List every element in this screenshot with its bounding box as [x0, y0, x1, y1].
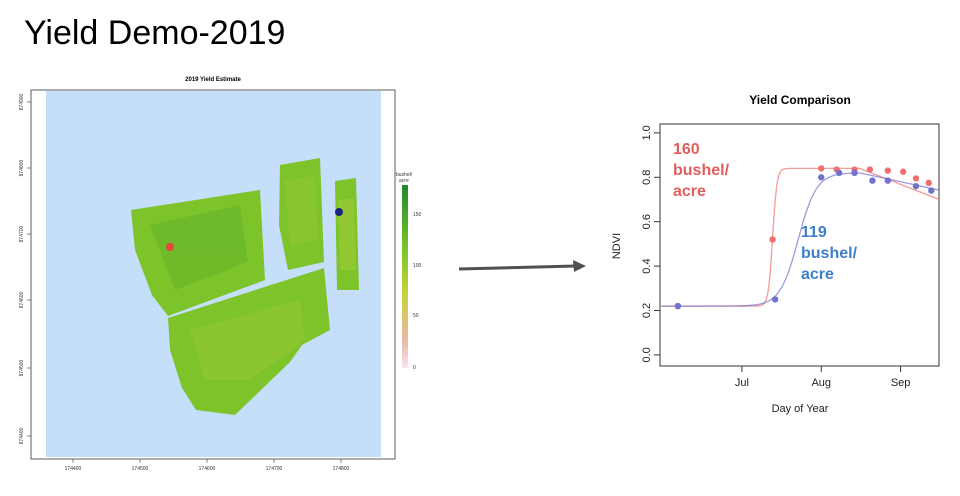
- texture-patch-2: [190, 300, 305, 380]
- data-point: [912, 182, 920, 190]
- data-point: [912, 175, 920, 182]
- y-tick-label: 0.2: [641, 303, 653, 318]
- annotation-low-value: 119: [801, 224, 827, 241]
- y-tick-label: 0.6: [641, 214, 653, 229]
- map-legend: bushel/ acre 150 100 50 0: [396, 172, 422, 371]
- field-northwest: [131, 190, 265, 316]
- plot-frame: [659, 123, 940, 367]
- map-x-tick-label: 174800: [333, 466, 350, 472]
- data-point: [769, 236, 776, 243]
- data-point: [851, 169, 858, 177]
- sample-marker-low-yield: [335, 208, 343, 216]
- field-east-strip: [335, 178, 359, 290]
- annotation-low-yield: 119 bushel/ acre: [801, 224, 858, 283]
- map-y-tick-label: 874800: [19, 159, 25, 176]
- map-y-tick-label: 874700: [19, 225, 25, 242]
- flow-arrow: [458, 260, 586, 272]
- map-x-tick-label: 174400: [65, 466, 82, 472]
- field-north-center: [279, 158, 324, 270]
- data-point: [866, 166, 874, 173]
- data-point: [925, 179, 932, 187]
- map-y-tick-label: 874400: [19, 427, 25, 444]
- legend-tick-label: 150: [413, 212, 422, 218]
- annotation-low-unit-line2: acre: [801, 266, 834, 283]
- x-axis-label: Day of Year: [772, 403, 829, 415]
- field-texture: [150, 176, 356, 380]
- data-point: [771, 296, 779, 303]
- legend-title-line2: acre: [399, 178, 409, 184]
- annotation-low-unit-line1: bushel/: [801, 245, 858, 262]
- map-y-tick-label: 874600: [19, 291, 25, 308]
- annotation-high-unit-line1: bushel/: [673, 162, 730, 179]
- data-point: [884, 177, 892, 184]
- legend-tick-label: 50: [413, 313, 419, 319]
- map-x-axis: 174400 174500 174600 174700 174800: [65, 459, 350, 472]
- yield-comparison-chart: Yield Comparison Day of Year NDVI Jul Aug…: [611, 93, 940, 415]
- map-y-tick-label: 874500: [19, 359, 25, 376]
- map-x-tick-label: 174700: [266, 466, 283, 472]
- y-tick-label: 0.8: [641, 170, 653, 185]
- data-point: [899, 168, 907, 175]
- arrow-shaft: [458, 264, 577, 271]
- arrow-head: [573, 260, 586, 272]
- map-y-axis: 874900 874800 874700 874600 874500 87440…: [19, 93, 31, 444]
- fit-curve: [661, 172, 940, 307]
- sample-marker-high-yield: [166, 243, 174, 251]
- legend-color-bar: [402, 185, 408, 368]
- map-y-tick-label: 874900: [19, 93, 25, 110]
- data-point: [818, 165, 825, 172]
- y-tick-label: 1.0: [641, 125, 653, 140]
- chart-points: [674, 165, 935, 310]
- chart-curves: [661, 167, 940, 307]
- chart-axes: Jul Aug Sep 0.0 0.2 0.4 0.6 0.8 1.0: [641, 125, 910, 389]
- data-point: [928, 187, 935, 194]
- data-point: [674, 302, 682, 310]
- annotation-high-unit-line2: acre: [673, 183, 706, 200]
- data-point: [835, 169, 843, 177]
- y-axis-label: NDVI: [611, 233, 623, 259]
- data-point: [884, 167, 892, 174]
- texture-patch-3: [285, 176, 318, 245]
- annotation-high-value: 160: [673, 141, 700, 158]
- data-point: [869, 177, 876, 184]
- data-point: [818, 174, 825, 181]
- map-frame: [30, 89, 396, 460]
- x-tick-label: Aug: [811, 377, 831, 389]
- chart-title: Yield Comparison: [749, 93, 851, 107]
- texture-patch-4: [338, 198, 356, 270]
- legend-title-line1: bushel/: [396, 172, 413, 178]
- map-title: 2019 Yield Estimate: [185, 77, 241, 83]
- slide-title: Yield Demo-2019: [24, 14, 286, 52]
- map-x-tick-label: 174500: [132, 466, 149, 472]
- yield-map: 2019 Yield Estimate 174400 1: [19, 77, 422, 472]
- legend-tick-label: 100: [413, 263, 422, 269]
- texture-patch-1: [150, 205, 248, 290]
- y-tick-label: 0.0: [641, 347, 653, 362]
- legend-tick-label: 0: [413, 365, 416, 371]
- x-tick-label: Jul: [735, 377, 749, 389]
- x-tick-label: Sep: [891, 377, 911, 389]
- annotation-high-yield: 160 bushel/ acre: [673, 141, 730, 200]
- field-south: [168, 268, 330, 415]
- map-x-tick-label: 174600: [199, 466, 216, 472]
- map-fields: [131, 158, 359, 415]
- y-tick-label: 0.4: [641, 258, 653, 273]
